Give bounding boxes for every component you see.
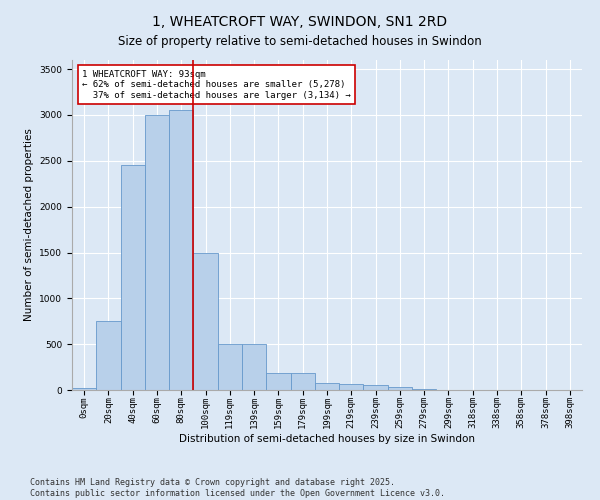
Bar bbox=[315, 382, 339, 390]
Text: Size of property relative to semi-detached houses in Swindon: Size of property relative to semi-detach… bbox=[118, 35, 482, 48]
Bar bbox=[145, 115, 169, 390]
Bar bbox=[388, 387, 412, 390]
Bar bbox=[339, 384, 364, 390]
Text: 1, WHEATCROFT WAY, SWINDON, SN1 2RD: 1, WHEATCROFT WAY, SWINDON, SN1 2RD bbox=[152, 15, 448, 29]
Bar bbox=[193, 252, 218, 390]
Bar bbox=[121, 166, 145, 390]
Y-axis label: Number of semi-detached properties: Number of semi-detached properties bbox=[24, 128, 34, 322]
Bar bbox=[364, 386, 388, 390]
Bar bbox=[169, 110, 193, 390]
Bar bbox=[72, 388, 96, 390]
Text: 1 WHEATCROFT WAY: 93sqm
← 62% of semi-detached houses are smaller (5,278)
  37% : 1 WHEATCROFT WAY: 93sqm ← 62% of semi-de… bbox=[82, 70, 351, 100]
Bar bbox=[266, 372, 290, 390]
X-axis label: Distribution of semi-detached houses by size in Swindon: Distribution of semi-detached houses by … bbox=[179, 434, 475, 444]
Bar bbox=[290, 372, 315, 390]
Bar bbox=[218, 344, 242, 390]
Bar bbox=[242, 344, 266, 390]
Bar bbox=[96, 322, 121, 390]
Text: Contains HM Land Registry data © Crown copyright and database right 2025.
Contai: Contains HM Land Registry data © Crown c… bbox=[30, 478, 445, 498]
